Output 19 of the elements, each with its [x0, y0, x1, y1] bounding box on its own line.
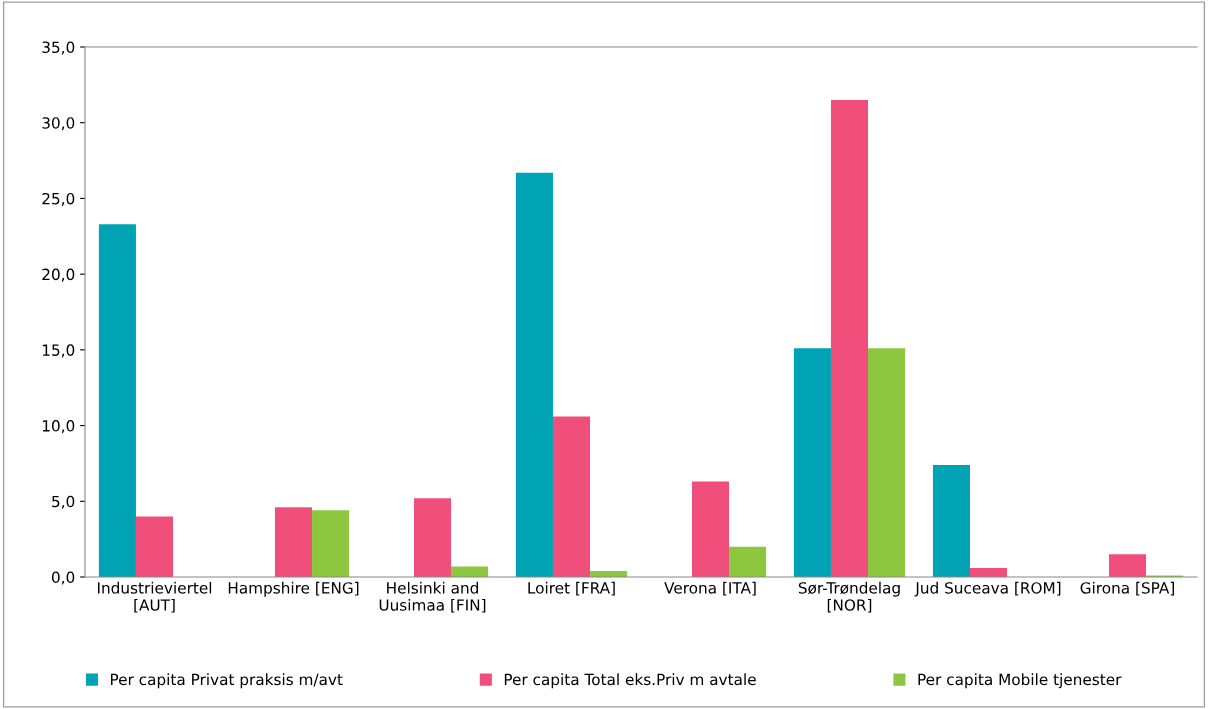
y-tick-label: 35,0 — [42, 41, 75, 55]
x-tick-label: Jud Suceava [ROM] — [914, 581, 1061, 597]
legend-label: Per capita Privat praksis m/avt — [110, 673, 343, 689]
y-tick-label: 20,0 — [42, 268, 75, 282]
legend-label: Per capita Total eks.Priv m avtale — [504, 673, 756, 689]
x-tick-label: Hampshire [ENG] — [228, 581, 359, 597]
y-tick-label: 15,0 — [42, 344, 75, 358]
y-tick-label: 25,0 — [42, 192, 75, 207]
y-tick-label: 5,0 — [52, 495, 75, 509]
y-tick-label: 10,0 — [42, 420, 75, 434]
x-tick-label: Industrieviertel [AUT] — [97, 581, 212, 613]
x-tick-label: Verona [ITA] — [664, 581, 756, 596]
x-tick-label: Sør-Trøndelag [NOR] — [798, 581, 900, 613]
x-tick-label: Loiret [FRA] — [528, 581, 615, 596]
x-tick-label: Girona [SPA] — [1080, 581, 1174, 596]
y-tick-label: 0,0 — [51, 571, 75, 585]
legend-label: Per capita Mobile tjenester — [918, 673, 1122, 689]
y-tick-label: 30,0 — [42, 117, 75, 131]
x-tick-label: Helsinki and Uusimaa [FIN] — [379, 581, 486, 613]
